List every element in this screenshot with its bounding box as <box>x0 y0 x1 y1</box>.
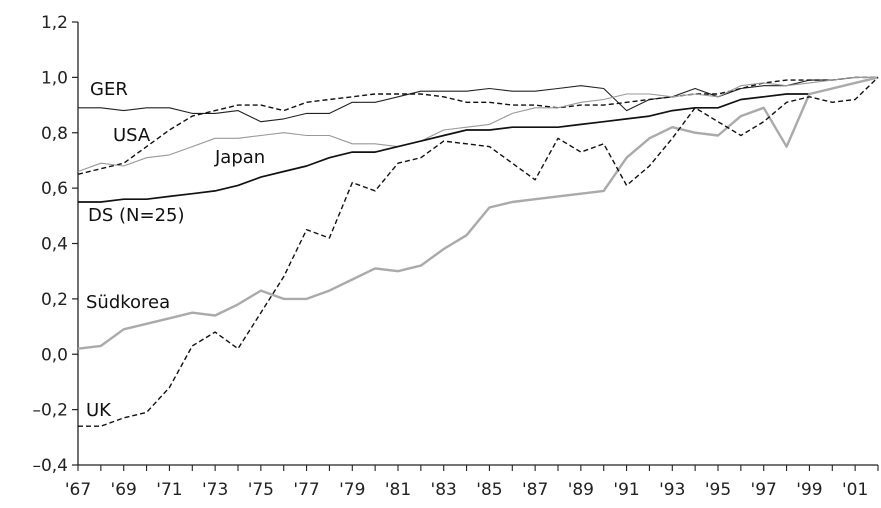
series-label-uk: UK <box>86 400 112 421</box>
x-tick-label: '83 <box>431 480 457 500</box>
x-tick-label: '77 <box>293 480 319 500</box>
y-tick-label: –0,2 <box>32 401 68 421</box>
x-tick-label: '75 <box>248 480 274 500</box>
x-tick-label: '87 <box>522 480 548 500</box>
y-tick-label: 0,4 <box>41 235 68 255</box>
x-tick-label: '99 <box>796 480 822 500</box>
series-label-ds: DS (N=25) <box>88 205 185 226</box>
x-tick-label: '81 <box>385 480 411 500</box>
y-tick-label: 0,2 <box>41 290 68 310</box>
x-tick-label: '01 <box>842 480 868 500</box>
y-tick-label: 0,0 <box>41 345 68 365</box>
x-tick-label: '89 <box>568 480 594 500</box>
x-tick-label: '71 <box>156 480 182 500</box>
y-tick-label: 1,2 <box>41 13 68 33</box>
series-line-s-dkorea <box>77 76 879 350</box>
y-tick-label: 0,6 <box>41 179 68 199</box>
x-tick-label: '91 <box>613 480 639 500</box>
series-label-suedkorea: Südkorea <box>86 292 170 313</box>
series-line-ds-n-25 <box>78 76 879 203</box>
chart-series-layer <box>77 76 879 427</box>
y-tick-label: –0,4 <box>32 456 68 476</box>
x-tick-label: '95 <box>705 480 731 500</box>
y-tick-label: 0,8 <box>41 124 68 144</box>
x-tick-label: '69 <box>111 480 137 500</box>
x-tick-label: '97 <box>751 480 777 500</box>
series-label-ger: GER <box>90 79 128 100</box>
series-line-usa <box>77 76 878 175</box>
x-tick-label: '73 <box>202 480 228 500</box>
series-label-usa: USA <box>113 125 151 146</box>
x-tick-label: '67 <box>65 480 91 500</box>
series-line-japan <box>77 76 878 173</box>
x-tick-label: '93 <box>659 480 685 500</box>
x-tick-label: '85 <box>476 480 502 500</box>
chart-series-labels: GER USA Japan DS (N=25) Südkorea UK <box>86 79 265 421</box>
y-tick-label: 1,0 <box>41 68 68 88</box>
x-tick-label: '79 <box>339 480 365 500</box>
chart-axes: –0,4 –0,2 0,0 0,2 0,4 0,6 0,8 1,0 1,2 '67 '69 '71 '7… <box>32 13 879 500</box>
series-label-japan: Japan <box>214 147 265 168</box>
